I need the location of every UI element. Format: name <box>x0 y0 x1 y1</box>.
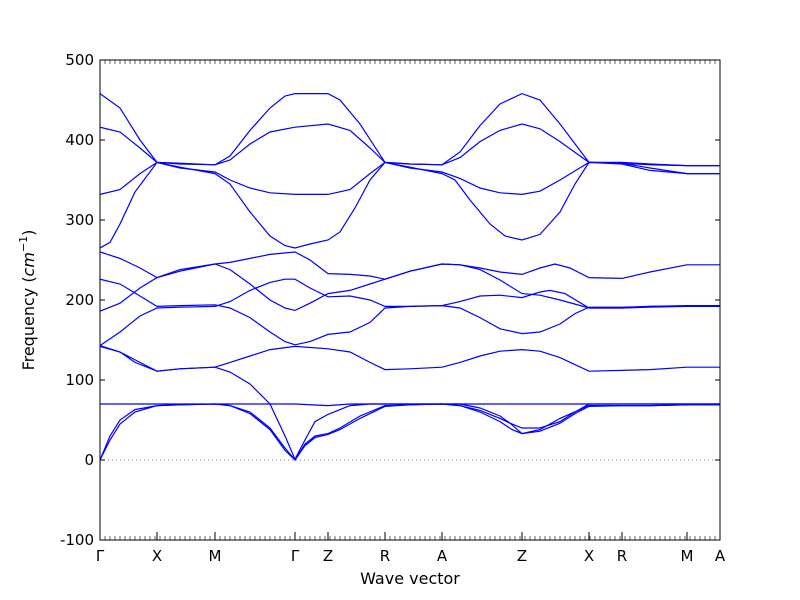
minor-ticks <box>99 60 721 540</box>
y-axis-unit-exponent: −1 <box>17 236 30 252</box>
x-tick-label: Γ <box>291 547 300 565</box>
plot-area <box>100 60 720 540</box>
series-line-7 <box>100 263 720 312</box>
x-tick-label: M <box>209 547 222 565</box>
y-tick-label: 400 <box>65 131 94 149</box>
x-tick-label: R <box>617 547 627 565</box>
series-group <box>100 92 720 462</box>
x-tick-label: X <box>584 547 594 565</box>
y-axis-label: Frequency (cm−1) <box>17 230 38 371</box>
y-tick-label: -100 <box>60 531 94 549</box>
y-axis-label-text: Frequency <box>19 288 38 371</box>
y-tick-label: 200 <box>65 291 94 309</box>
x-tick-label: X <box>152 547 162 565</box>
y-axis: -100 0 100 200 300 400 500 <box>60 51 720 549</box>
y-tick-label: 0 <box>84 451 94 469</box>
x-axis-label: Wave vector <box>360 569 460 588</box>
x-tick-label: Z <box>517 547 527 565</box>
x-tick-label: A <box>437 547 448 565</box>
series-line-4 <box>100 161 720 249</box>
series-line-8 <box>100 278 720 347</box>
series-line-13 <box>100 403 720 461</box>
x-tick-label: M <box>681 547 694 565</box>
x-tick-label: R <box>380 547 390 565</box>
y-tick-label: 300 <box>65 211 94 229</box>
x-tick-label: A <box>715 547 726 565</box>
x-tick-label: Z <box>323 547 333 565</box>
y-tick-label: 100 <box>65 371 94 389</box>
y-axis-unit: cm <box>19 252 38 276</box>
x-tick-label: Γ <box>96 547 105 565</box>
series-line-6 <box>100 278 720 346</box>
y-tick-label: 500 <box>65 51 94 69</box>
